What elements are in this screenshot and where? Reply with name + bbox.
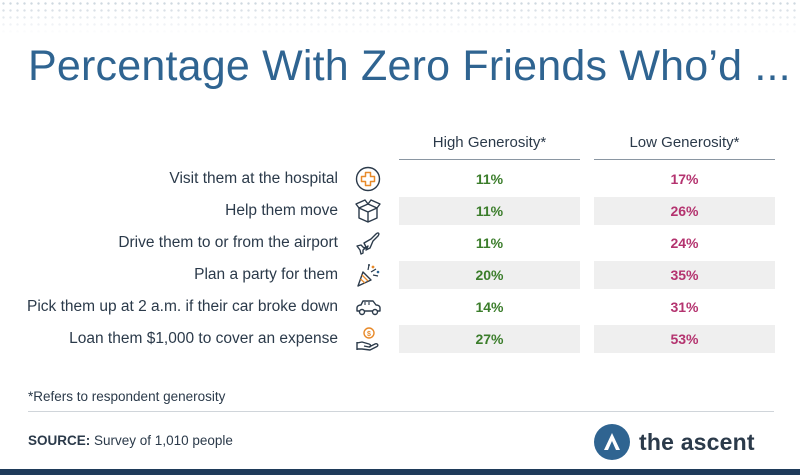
chart-title: Percentage With Zero Friends Who’d ... bbox=[28, 42, 791, 90]
brand-name: the ascent bbox=[639, 428, 755, 455]
cell-high-generosity: 27% bbox=[399, 325, 580, 353]
money-hand-icon: $ bbox=[354, 325, 382, 353]
row-label: Loan them $1,000 to cover an expense bbox=[69, 330, 338, 347]
dot-pattern-header bbox=[0, 0, 800, 34]
footnote: *Refers to respondent generosity bbox=[28, 389, 226, 404]
hospital-cross-icon bbox=[354, 165, 382, 193]
cell-low-generosity: 26% bbox=[594, 197, 775, 225]
car-icon bbox=[354, 293, 382, 321]
source-text: Survey of 1,010 people bbox=[94, 433, 233, 448]
column-header-high-generosity: High Generosity* bbox=[399, 134, 580, 160]
airplane-icon bbox=[354, 229, 382, 257]
divider bbox=[28, 411, 774, 412]
column-header-low-generosity: Low Generosity* bbox=[594, 134, 775, 160]
cell-high-generosity: 11% bbox=[399, 197, 580, 225]
cell-high-generosity: 11% bbox=[475, 171, 504, 187]
cell-high-generosity: 11% bbox=[475, 235, 504, 251]
cell-high-generosity: 20% bbox=[399, 261, 580, 289]
moving-box-icon bbox=[354, 197, 382, 225]
cell-high-generosity: 14% bbox=[475, 299, 504, 315]
row-label: Visit them at the hospital bbox=[169, 170, 338, 187]
cell-low-generosity: 31% bbox=[670, 299, 699, 315]
row-label: Help them move bbox=[225, 202, 338, 219]
row-label: Plan a party for them bbox=[194, 266, 338, 283]
row-label: Pick them up at 2 a.m. if their car brok… bbox=[27, 298, 338, 315]
brand-logo: the ascent bbox=[594, 424, 755, 460]
cell-low-generosity: 53% bbox=[594, 325, 775, 353]
cell-low-generosity: 17% bbox=[670, 171, 699, 187]
party-popper-icon bbox=[354, 261, 382, 289]
source-note: SOURCE: Survey of 1,010 people bbox=[28, 433, 233, 448]
cell-low-generosity: 24% bbox=[670, 235, 699, 251]
ascent-logo-icon bbox=[594, 424, 630, 460]
svg-text:$: $ bbox=[367, 331, 371, 338]
source-label: SOURCE: bbox=[28, 433, 91, 448]
row-label: Drive them to or from the airport bbox=[118, 234, 338, 251]
cell-low-generosity: 35% bbox=[594, 261, 775, 289]
bottom-bar bbox=[0, 469, 800, 475]
